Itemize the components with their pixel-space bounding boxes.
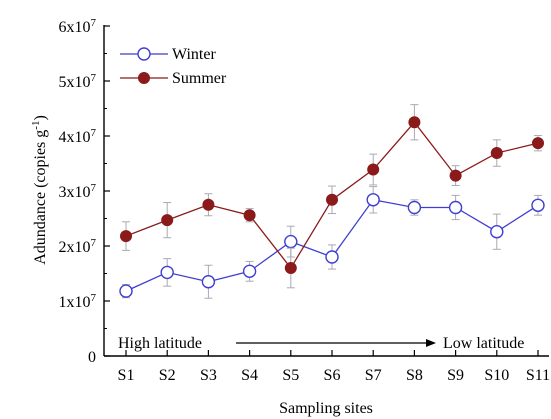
- data-point: [366, 193, 380, 207]
- data-point: [531, 198, 545, 213]
- data-point: [325, 250, 339, 264]
- legend-label: Winter: [172, 46, 216, 63]
- legend-label: Summer: [172, 70, 227, 87]
- x-tick-label: S2: [159, 367, 176, 384]
- data-point: [448, 200, 463, 215]
- data-point: [449, 169, 462, 182]
- data-point: [284, 262, 297, 274]
- low-latitude-label: Low latitude: [443, 335, 524, 352]
- x-tick-label: S1: [118, 367, 135, 384]
- x-tick-label: S7: [365, 367, 382, 384]
- legend-marker: [137, 47, 151, 61]
- y-tick-label: 5x107: [59, 72, 97, 91]
- data-point: [161, 214, 174, 227]
- x-tick-label: S8: [406, 367, 423, 384]
- data-point: [490, 147, 503, 160]
- x-ticks: S1 S2 S3 S4 S5 S6 S7 S8 S9 S10 S11: [118, 350, 550, 384]
- y-axis-title: Adundance (copies g-1): [30, 115, 49, 265]
- x-tick-label: S4: [241, 367, 258, 384]
- x-tick-label: S5: [282, 367, 299, 384]
- x-tick-label: S10: [484, 367, 509, 384]
- data-point: [367, 163, 380, 176]
- y-tick-label: 6x107: [59, 17, 97, 36]
- data-point: [243, 209, 256, 222]
- x-tick-label: S11: [526, 367, 550, 384]
- legend-marker: [138, 72, 150, 84]
- axes: [103, 25, 549, 357]
- series-layer: [119, 104, 545, 299]
- data-point: [120, 230, 132, 243]
- y-tick-label: 0: [88, 349, 96, 366]
- latitude-annotation: High latitude Low latitude: [118, 335, 524, 352]
- data-point: [201, 275, 216, 289]
- x-tick-label: S3: [200, 367, 217, 384]
- data-point: [532, 137, 544, 150]
- data-point: [242, 264, 257, 278]
- high-latitude-label: High latitude: [118, 335, 202, 352]
- x-tick-label: S6: [324, 367, 341, 384]
- legend: Winter Summer: [120, 46, 227, 87]
- data-point: [408, 116, 421, 129]
- data-point: [119, 284, 133, 298]
- data-point: [202, 198, 215, 211]
- y-tick-label: 3x107: [59, 182, 97, 201]
- y-tick-label: 2x107: [59, 237, 97, 256]
- y-tick-label: 4x107: [59, 127, 97, 146]
- x-axis-title: Sampling sites: [279, 400, 373, 417]
- data-point: [490, 224, 504, 239]
- y-tick-label: 1x107: [59, 292, 97, 311]
- latitude-arrow-head: [426, 339, 436, 347]
- x-tick-label: S9: [447, 367, 464, 384]
- data-point: [284, 234, 298, 249]
- series-summer: [120, 104, 544, 289]
- data-point: [160, 265, 174, 280]
- data-point: [326, 193, 338, 206]
- y-ticks: 0 1x107 2x107 3x107 4x107 5x107 6x107: [59, 17, 110, 366]
- data-point: [407, 200, 422, 215]
- series-winter: [119, 186, 545, 299]
